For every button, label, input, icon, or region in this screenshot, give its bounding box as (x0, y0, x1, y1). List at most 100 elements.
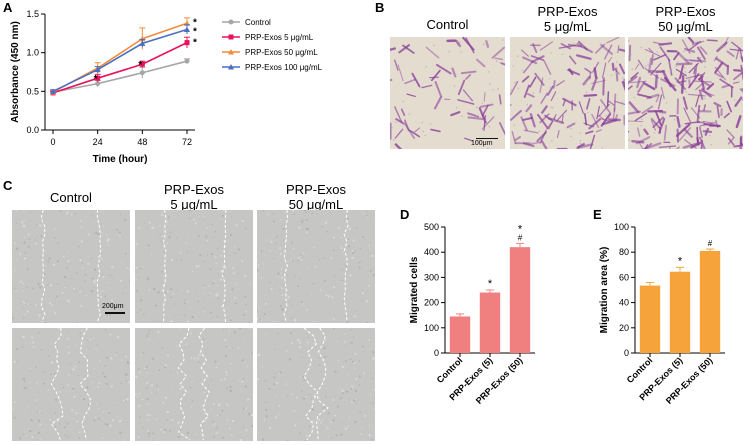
cell-texture (145, 370, 147, 372)
stained-cell (684, 58, 699, 63)
cell-texture (370, 372, 372, 374)
cell-texture (35, 304, 37, 306)
y-tick-label: 0.5 (26, 86, 39, 96)
cell-texture (285, 384, 288, 386)
cell-texture (216, 284, 219, 287)
cell-texture (92, 215, 94, 217)
cell-texture (233, 272, 235, 275)
transwell-image-control (390, 37, 505, 149)
cell-texture (279, 286, 281, 288)
wound-edge-line (96, 210, 102, 323)
stained-cell (394, 59, 399, 71)
y-tick-label: 100 (424, 323, 439, 333)
cell-texture (365, 300, 369, 303)
cell-texture (189, 307, 192, 309)
stained-cell (721, 83, 731, 89)
cell-texture (322, 257, 325, 259)
data-point (139, 61, 145, 67)
cell-texture (187, 320, 190, 323)
stained-cell (729, 48, 743, 52)
stained-cell (602, 119, 618, 126)
membrane-pore (663, 69, 666, 72)
cell-texture (156, 319, 158, 321)
cell-texture (176, 237, 178, 239)
panel-label-d: D (400, 207, 410, 222)
cell-texture (67, 346, 70, 348)
cell-texture (358, 266, 361, 269)
cell-texture (119, 213, 122, 216)
cell-texture (21, 221, 24, 224)
cell-texture (368, 434, 371, 437)
stained-cell (598, 114, 604, 120)
c-label-control: Control (50, 190, 92, 205)
cell-texture (306, 308, 308, 311)
scratch-image-prp50-24h (257, 328, 375, 441)
cell-texture (230, 319, 232, 322)
stained-cell (602, 77, 605, 96)
cell-texture (323, 406, 326, 409)
stained-cell (522, 117, 533, 121)
cell-texture (318, 418, 321, 421)
cell-texture (147, 419, 149, 422)
stained-cell (614, 68, 620, 75)
cell-texture (287, 395, 289, 397)
cell-texture (214, 360, 217, 363)
cell-texture (26, 268, 29, 271)
cell-texture (335, 434, 338, 437)
cell-texture (336, 405, 340, 408)
legend-swatch-marker (228, 49, 234, 55)
cell-texture (26, 405, 28, 407)
stained-cell (690, 107, 701, 119)
cell-texture (282, 228, 285, 231)
stained-cell (647, 57, 653, 74)
cell-texture (213, 435, 216, 438)
cell-texture (46, 284, 49, 286)
cell-texture (70, 213, 73, 216)
membrane-pore (647, 64, 649, 66)
cell-texture (299, 256, 301, 258)
cell-texture (234, 246, 236, 248)
cell-texture (64, 420, 66, 422)
cell-texture (198, 361, 200, 363)
cell-texture (341, 268, 343, 271)
stained-cell (741, 67, 743, 71)
cell-texture (347, 217, 349, 220)
cell-texture (354, 400, 356, 402)
cell-texture (355, 378, 358, 381)
cell-texture (13, 360, 16, 363)
stained-cell (618, 63, 625, 75)
membrane-pore (570, 135, 572, 138)
stained-cell (576, 54, 592, 60)
cell-texture (209, 268, 212, 271)
stained-cell (706, 82, 715, 91)
cell-texture (347, 238, 350, 240)
stained-cell (586, 98, 591, 110)
cell-texture (109, 333, 112, 336)
cell-texture (244, 295, 247, 298)
cell-texture (248, 282, 250, 285)
cell-texture (311, 212, 313, 214)
wound-edge-line (198, 328, 210, 441)
cell-texture (248, 412, 251, 416)
cell-texture (211, 223, 214, 226)
cell-texture (233, 220, 235, 222)
cell-texture (138, 227, 141, 230)
cell-texture (125, 380, 127, 382)
membrane-pore (561, 53, 564, 56)
cell-texture (345, 390, 349, 393)
cell-texture (31, 435, 34, 439)
series-line (52, 41, 188, 94)
cell-texture (138, 393, 141, 396)
cell-texture (28, 428, 30, 430)
cell-texture (345, 345, 347, 347)
stained-cell (655, 70, 665, 74)
membrane-pore (538, 130, 541, 133)
scale-bar-label-c: 200μm (102, 303, 124, 310)
cell-texture (116, 336, 120, 339)
stained-cell (644, 67, 660, 79)
cell-texture (202, 292, 204, 294)
cell-texture (204, 412, 207, 415)
cell-texture (13, 269, 16, 271)
stained-cell (654, 110, 662, 126)
cell-texture (361, 379, 363, 381)
